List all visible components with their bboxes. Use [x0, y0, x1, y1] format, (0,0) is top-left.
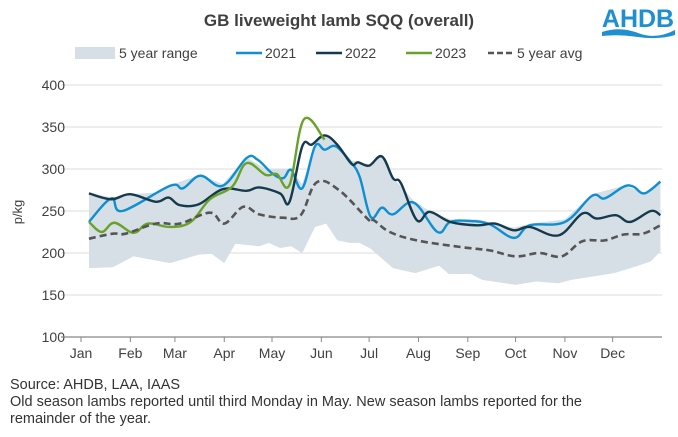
x-tick-label: Jun	[310, 345, 333, 361]
y-axis-label: p/kg	[10, 200, 25, 225]
x-tick-label: Nov	[552, 345, 577, 361]
legend: 5 year range 2021 2022 2023 5 year avg	[75, 45, 582, 61]
series-line-2021	[88, 142, 662, 240]
chart-title: GB liveweight lamb SQQ (overall)	[204, 11, 474, 30]
ahdb-logo: AHDB	[600, 2, 676, 47]
x-tick-label: Aug	[406, 345, 431, 361]
x-tick-label: Apr	[213, 345, 235, 361]
x-tick-label: Jan	[70, 345, 93, 361]
y-tick-label: 150	[42, 287, 66, 303]
x-tick-label: Feb	[118, 345, 142, 361]
footnote-line-2: remainder of the year.	[10, 411, 152, 427]
axes: 100 150 200 250 300 350 400 Jan Feb Mar Apr May Jun J…	[42, 77, 662, 361]
range-band	[88, 133, 661, 285]
footnote-line-1: Old season lambs reported until third Mo…	[10, 394, 582, 410]
legend-label-range: 5 year range	[119, 45, 198, 61]
range-band-area	[88, 133, 661, 285]
legend-swatch-range	[75, 47, 115, 59]
y-tick-label: 250	[42, 203, 66, 219]
x-tick-label: Sep	[455, 345, 480, 361]
legend-label-2022: 2022	[345, 45, 376, 61]
source-note: Source: AHDB, LAA, IAAS	[10, 377, 181, 393]
x-tick-label: Mar	[163, 345, 187, 361]
x-tick-label: Dec	[600, 345, 625, 361]
y-tick-label: 200	[42, 245, 66, 261]
x-tick-label: Jul	[360, 345, 378, 361]
series-line-avg	[88, 179, 662, 259]
series-lines	[88, 116, 662, 259]
y-tick-label: 350	[42, 119, 66, 135]
legend-label-avg: 5 year avg	[517, 45, 582, 61]
x-tick-label: Oct	[505, 345, 527, 361]
svg-text:AHDB: AHDB	[602, 5, 674, 33]
series-line-2022	[88, 134, 662, 237]
x-tick-label: May	[259, 345, 285, 361]
y-tick-label: 300	[42, 161, 66, 177]
legend-label-2023: 2023	[435, 45, 466, 61]
legend-label-2021: 2021	[265, 45, 296, 61]
y-tick-label: 400	[42, 77, 66, 93]
series-line-2023	[88, 116, 326, 235]
y-tick-label: 100	[42, 329, 66, 345]
